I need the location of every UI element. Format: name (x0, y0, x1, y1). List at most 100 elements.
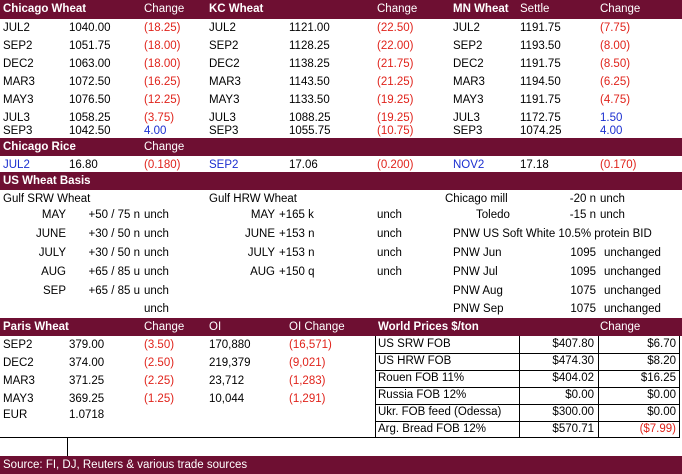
pnw-label: PNW Jul (453, 266, 498, 278)
futures-chicago-month: JUL3 (3, 112, 30, 124)
pnw-change: unchanged (604, 247, 661, 259)
rice-header-band (0, 138, 682, 156)
futures-chicago-price: 1042.50 (69, 125, 111, 137)
srw-month: JULY (38, 247, 66, 259)
futures-chicago-price: 1076.50 (69, 94, 111, 106)
world-change: ($7.99) (639, 423, 676, 435)
hrw-change: unch (377, 228, 402, 240)
rice-price: 17.06 (289, 159, 318, 171)
source-note: Source: FI, DJ, Reuters & various trade … (3, 459, 248, 471)
paris-oi: 23,712 (209, 375, 245, 387)
paris-world-header-band (0, 318, 682, 336)
world-grid-line (375, 404, 680, 405)
futures-chicago-change: (18.00) (144, 58, 181, 70)
futures-chicago-month: SEP2 (3, 40, 33, 52)
futures-kc-price: 1121.00 (289, 22, 330, 34)
futures-mn-change: 4.00 (600, 125, 623, 137)
section-divider (0, 437, 376, 438)
gulf-hrw-title: Gulf HRW Wheat (209, 193, 297, 205)
pnw-label: PNW Jun (453, 247, 502, 259)
hrw-change: unch (377, 266, 402, 278)
paris-change: (3.50) (144, 339, 175, 351)
srw-change: unch (144, 209, 169, 221)
world-label: US HRW FOB (378, 355, 452, 367)
futures-chicago-month: SEP3 (3, 125, 33, 137)
futures-kc-change: (10.75) (377, 125, 414, 137)
mn-wheat-header: MN Wheat (453, 3, 509, 15)
paris-change: (1.25) (144, 393, 175, 405)
hrw-value: +165 k (279, 209, 314, 221)
paris-change-header: Change (144, 321, 185, 333)
toledo-change: unch (600, 209, 625, 221)
rice-change-header: Change (144, 141, 185, 153)
world-label: Rouen FOB 11% (378, 372, 465, 384)
futures-kc-change: (22.00) (377, 40, 414, 52)
srw-value: +65 / 85 u (88, 285, 140, 297)
srw-change: unch (144, 285, 169, 297)
eur-value: 1.0718 (69, 409, 105, 421)
futures-chicago-month: JUL2 (3, 22, 30, 34)
futures-chicago-change: (12.25) (144, 94, 181, 106)
paris-oi: 219,379 (209, 357, 251, 369)
pnw-value: 1075 (570, 285, 596, 297)
futures-mn-change: 1.50 (600, 112, 623, 124)
world-prices-header: World Prices $/ton (378, 321, 479, 333)
futures-kc-change: (21.25) (377, 76, 414, 88)
pnw-value: 1095 (570, 266, 596, 278)
futures-kc-change: (19.25) (377, 112, 414, 124)
pnw-value: 1095 (570, 247, 596, 259)
futures-kc-change: (19.25) (377, 94, 414, 106)
paris-change: (2.25) (144, 375, 175, 387)
kc-change-header: Change (377, 3, 418, 15)
paris-price: 374.00 (69, 357, 105, 369)
futures-mn-change: (4.75) (600, 94, 631, 106)
hrw-value: +153 n (279, 247, 315, 259)
chicago-wheat-header: Chicago Wheat (3, 3, 87, 15)
srw-change: unch (144, 266, 169, 278)
paris-month: SEP2 (3, 339, 33, 351)
futures-mn-price: 1194.50 (520, 76, 561, 88)
world-grid-line (375, 437, 680, 438)
eur-label: EUR (3, 409, 28, 421)
futures-mn-month: DEC2 (453, 58, 484, 70)
futures-kc-price: 1143.50 (289, 76, 330, 88)
paris-month: DEC2 (3, 357, 34, 369)
hrw-month: JULY (247, 247, 275, 259)
futures-kc-price: 1138.25 (289, 58, 330, 70)
paris-wheat-header: Paris Wheat (3, 321, 69, 333)
world-price: $474.30 (552, 355, 594, 367)
chicago-mill-value: -20 n (569, 193, 596, 205)
rice-price: 16.80 (69, 159, 98, 171)
paris-month: MAY3 (3, 393, 34, 405)
futures-chicago-month: MAR3 (3, 76, 35, 88)
mn-change-header: Change (600, 3, 641, 15)
rice-title: Chicago Rice (3, 141, 76, 153)
basis-title: US Wheat Basis (3, 175, 91, 187)
futures-mn-change: (8.50) (600, 58, 631, 70)
futures-mn-change: (6.25) (600, 76, 631, 88)
world-label: Russia FOB 12% (378, 389, 467, 401)
futures-chicago-month: DEC2 (3, 58, 34, 70)
paris-oi-change-header: OI Change (289, 321, 345, 333)
futures-kc-price: 1055.75 (289, 125, 331, 137)
futures-header-band (0, 0, 682, 19)
srw-month: SEP (42, 285, 66, 297)
rice-price: 17.18 (520, 159, 549, 171)
world-change-header: Change (600, 321, 641, 333)
world-grid-line (375, 387, 680, 388)
futures-kc-month: JUL2 (209, 22, 236, 34)
world-price: $404.02 (552, 372, 594, 384)
world-change: $0.00 (647, 389, 676, 401)
futures-mn-month: SEP3 (453, 125, 483, 137)
futures-chicago-price: 1051.75 (69, 40, 111, 52)
futures-kc-month: MAY3 (209, 94, 240, 106)
futures-kc-price: 1088.25 (289, 112, 331, 124)
world-price: $570.71 (552, 423, 594, 435)
world-grid-line (375, 353, 680, 354)
hrw-month: AUG (250, 266, 275, 278)
futures-mn-price: 1172.75 (520, 112, 561, 124)
paris-oi-header: OI (209, 321, 222, 333)
futures-chicago-change: (16.25) (144, 76, 181, 88)
chicago-mill-change: unch (600, 193, 625, 205)
futures-kc-change: (22.50) (377, 22, 414, 34)
